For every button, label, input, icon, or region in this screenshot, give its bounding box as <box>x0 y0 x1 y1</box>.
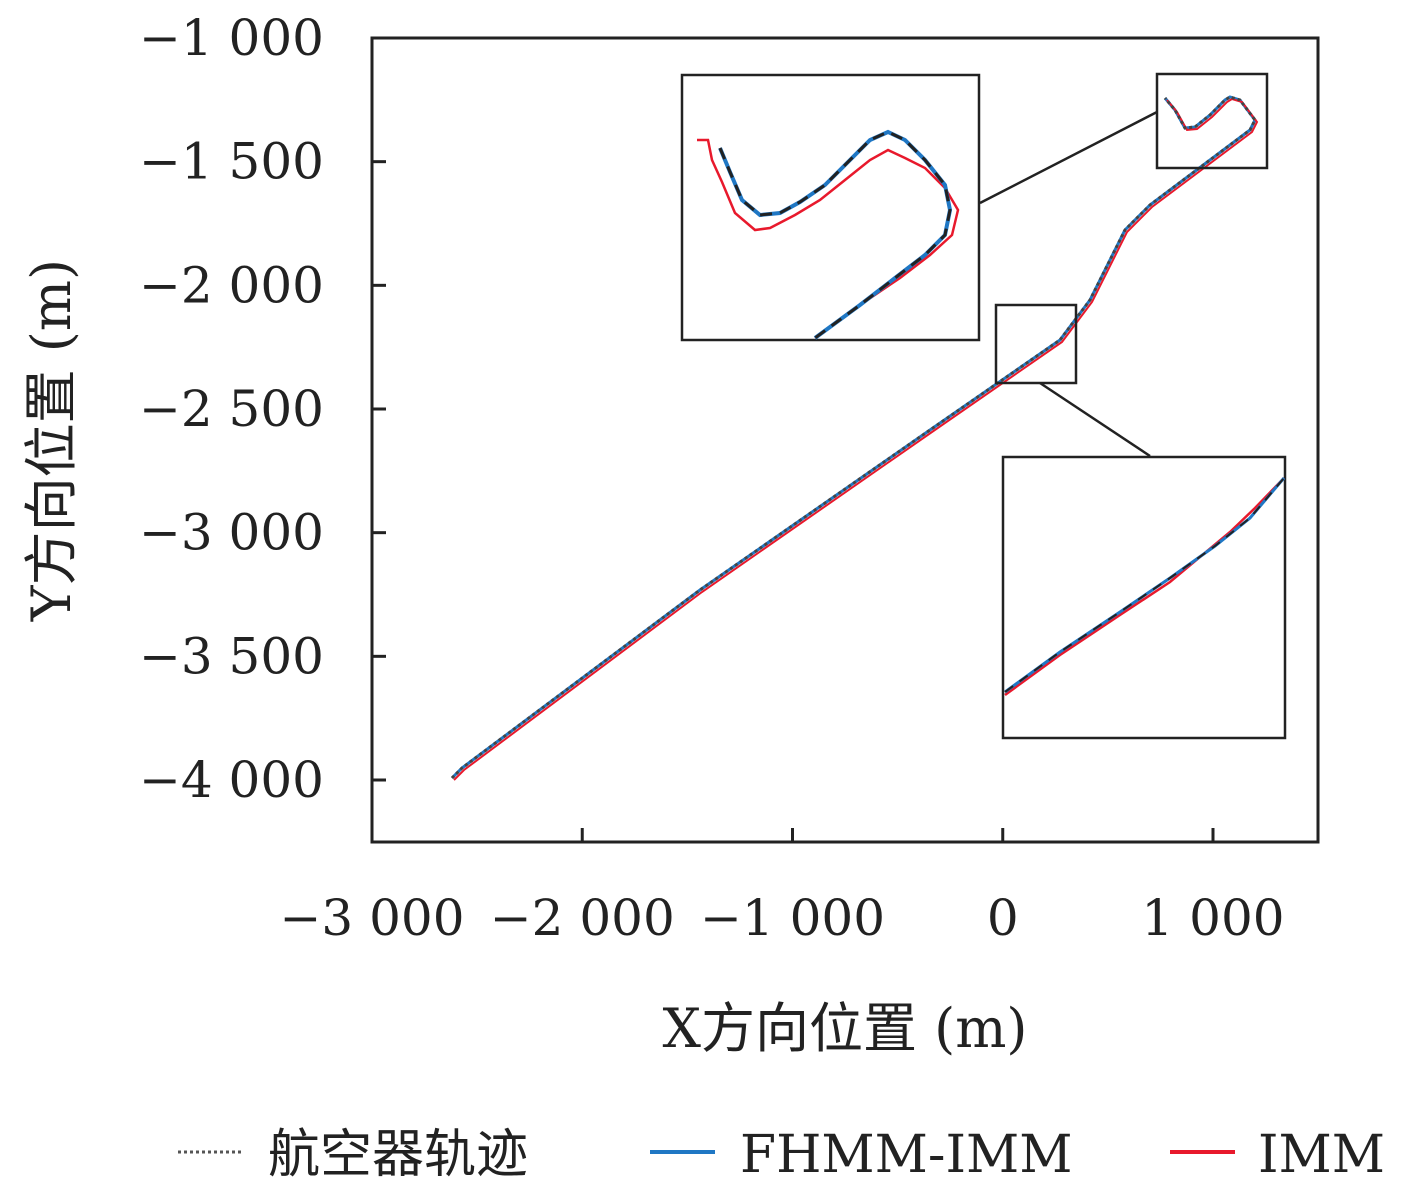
x-axis-title: X方向位置 (m) <box>663 997 1028 1060</box>
y-tick-label: −2 000 <box>139 256 324 314</box>
x-tick-label: 1 000 <box>1141 889 1284 947</box>
legend-label-2: IMM <box>1258 1125 1385 1185</box>
plot-frame <box>370 36 1320 844</box>
inset-top <box>680 73 981 342</box>
legend-label-1: FHMM-IMM <box>740 1125 1073 1185</box>
inset-layer <box>680 73 1287 740</box>
x-tick-label: 0 <box>987 889 1019 947</box>
inset-middle-imm-line <box>1004 477 1285 697</box>
legend: 航空器轨迹 FHMM-IMM IMM <box>178 1125 1385 1185</box>
zoom-box-top <box>1155 72 1269 170</box>
axes: −1 000 −1 500 −2 000 −2 500 −3 000 −3 500 −4 0… <box>139 9 1320 947</box>
zoom-connector-middle <box>1039 381 1151 458</box>
inset-top-imm-line <box>697 138 960 340</box>
y-tick-label: −1 500 <box>139 133 324 191</box>
inset-top-fhmm-line <box>718 129 953 340</box>
y-axis-title: Y方向位置 (m) <box>20 259 83 622</box>
plot-area <box>450 72 1269 781</box>
legend-label-0: 航空器轨迹 <box>268 1125 528 1185</box>
x-tick-label: −3 000 <box>279 889 464 947</box>
series-fhmm-imm-line <box>450 95 1257 780</box>
y-tick-label: −2 500 <box>139 380 324 438</box>
y-tick-label: −3 500 <box>139 627 324 685</box>
y-tick-label: −4 000 <box>139 751 324 809</box>
y-tick-label: −3 000 <box>139 504 324 562</box>
y-tick-label: −1 000 <box>139 9 324 67</box>
x-tick-label: −1 000 <box>700 889 885 947</box>
series-imm-line <box>453 97 1259 781</box>
x-tick-label: −2 000 <box>490 889 675 947</box>
zoom-connector-top <box>979 110 1158 205</box>
inset-middle-track-line <box>1004 477 1285 693</box>
inset-middle <box>1001 455 1287 740</box>
zoom-box-middle <box>994 303 1078 385</box>
